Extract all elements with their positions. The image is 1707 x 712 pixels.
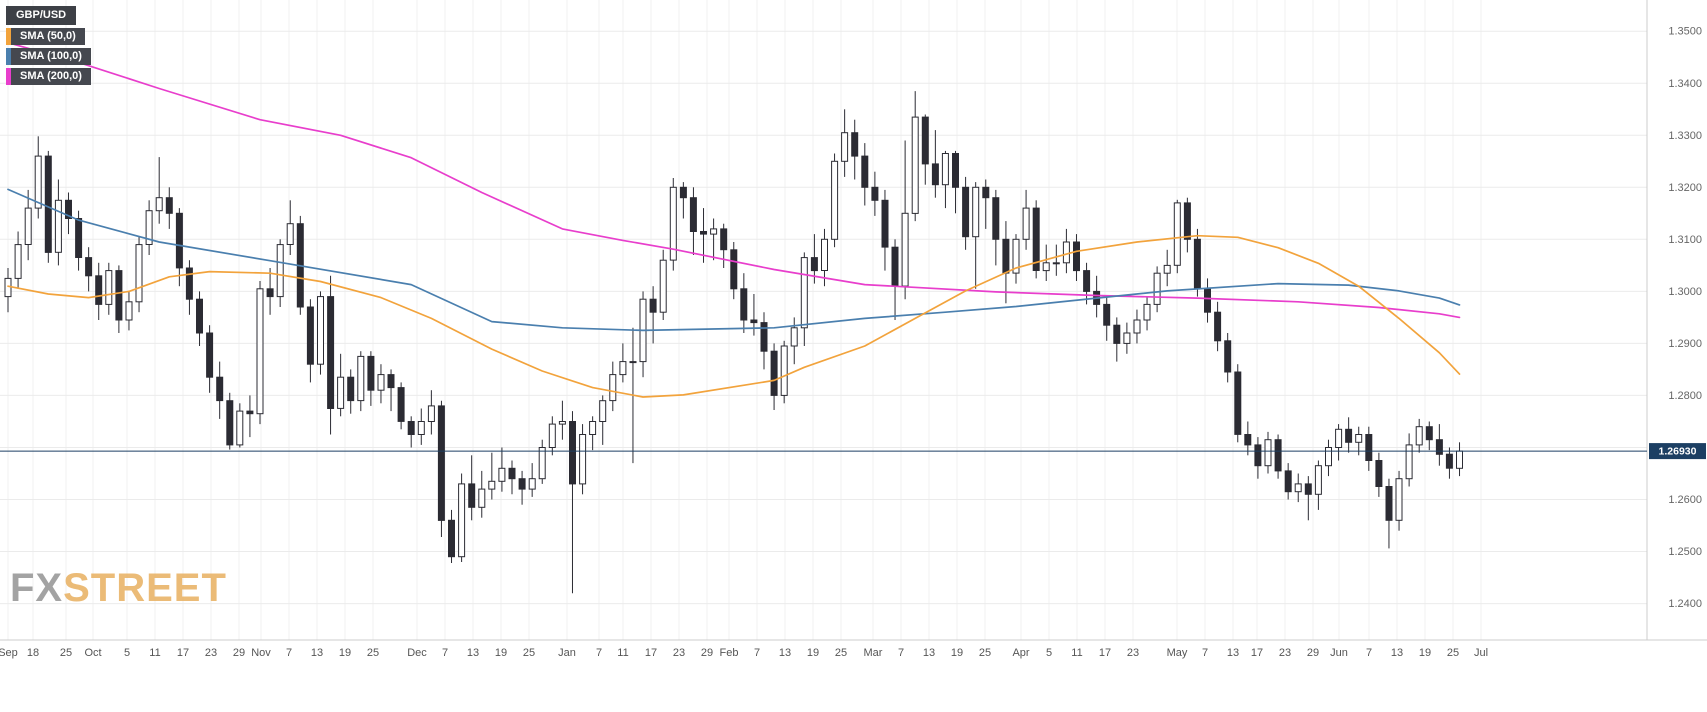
svg-text:7: 7 bbox=[286, 647, 292, 659]
svg-text:Dec: Dec bbox=[407, 647, 427, 659]
svg-text:Jul: Jul bbox=[1474, 647, 1488, 659]
svg-text:29: 29 bbox=[233, 647, 245, 659]
svg-text:1.3500: 1.3500 bbox=[1668, 26, 1702, 38]
svg-text:17: 17 bbox=[1251, 647, 1263, 659]
svg-text:25: 25 bbox=[60, 647, 72, 659]
svg-text:25: 25 bbox=[523, 647, 535, 659]
sma-100-line bbox=[7, 188, 1461, 332]
svg-text:23: 23 bbox=[205, 647, 217, 659]
svg-text:1.2600: 1.2600 bbox=[1668, 494, 1702, 506]
x-axis-labels: Sep 18 25 Oct 5 11 17 23 29 Nov 7 13 19 25 Dec 7 13 19 25 J… bbox=[0, 647, 1488, 659]
svg-text:Jan: Jan bbox=[558, 647, 576, 659]
candles-layer bbox=[4, 91, 1463, 594]
sma-200-line bbox=[7, 41, 1461, 319]
y-axis-labels: 1.3500 1.3400 1.3300 1.3200 1.3100 1.3000 1.29… bbox=[1668, 26, 1702, 610]
svg-text:7: 7 bbox=[754, 647, 760, 659]
svg-text:1.3400: 1.3400 bbox=[1668, 78, 1702, 90]
svg-text:17: 17 bbox=[1099, 647, 1111, 659]
svg-text:18: 18 bbox=[27, 647, 39, 659]
svg-text:7: 7 bbox=[1202, 647, 1208, 659]
fxstreet-watermark-fx: FX bbox=[10, 566, 64, 610]
svg-text:1.3200: 1.3200 bbox=[1668, 182, 1702, 194]
svg-text:7: 7 bbox=[898, 647, 904, 659]
grid-lines bbox=[0, 0, 1707, 641]
svg-text:Feb: Feb bbox=[720, 647, 739, 659]
svg-text:17: 17 bbox=[645, 647, 657, 659]
svg-text:19: 19 bbox=[951, 647, 963, 659]
svg-text:13: 13 bbox=[311, 647, 323, 659]
sma50-badge: SMA (50,0) bbox=[6, 28, 85, 45]
svg-text:11: 11 bbox=[617, 647, 628, 659]
sma50-label: SMA (50,0) bbox=[20, 30, 76, 42]
svg-text:23: 23 bbox=[1127, 647, 1139, 659]
svg-text:May: May bbox=[1167, 647, 1188, 659]
svg-text:25: 25 bbox=[979, 647, 991, 659]
svg-text:5: 5 bbox=[1046, 647, 1052, 659]
svg-text:1.3000: 1.3000 bbox=[1668, 286, 1702, 298]
svg-text:17: 17 bbox=[177, 647, 189, 659]
sma-50-line bbox=[7, 234, 1461, 398]
svg-text:1.2800: 1.2800 bbox=[1668, 390, 1702, 402]
svg-text:1.2500: 1.2500 bbox=[1668, 546, 1702, 558]
pair-label: GBP/USD bbox=[16, 9, 67, 21]
current-price-badge: 1.26930 bbox=[1649, 443, 1706, 460]
svg-text:11: 11 bbox=[1071, 647, 1082, 659]
pair-badge: GBP/USD bbox=[6, 6, 77, 25]
svg-text:25: 25 bbox=[1447, 647, 1459, 659]
svg-text:Sep: Sep bbox=[0, 647, 18, 659]
svg-text:13: 13 bbox=[923, 647, 935, 659]
svg-text:Nov: Nov bbox=[251, 647, 271, 659]
svg-text:13: 13 bbox=[467, 647, 479, 659]
svg-text:11: 11 bbox=[149, 647, 160, 659]
svg-text:Oct: Oct bbox=[84, 647, 101, 659]
sma200-label: SMA (200,0) bbox=[20, 70, 82, 82]
svg-text:Apr: Apr bbox=[1012, 647, 1029, 659]
svg-text:7: 7 bbox=[442, 647, 448, 659]
svg-text:23: 23 bbox=[1279, 647, 1291, 659]
svg-text:19: 19 bbox=[339, 647, 351, 659]
svg-text:1.2900: 1.2900 bbox=[1668, 338, 1702, 350]
svg-text:7: 7 bbox=[1366, 647, 1372, 659]
svg-text:29: 29 bbox=[701, 647, 713, 659]
svg-text:Jun: Jun bbox=[1330, 647, 1348, 659]
svg-text:19: 19 bbox=[807, 647, 819, 659]
svg-text:13: 13 bbox=[1227, 647, 1239, 659]
sma100-label: SMA (100,0) bbox=[20, 50, 82, 62]
svg-text:29: 29 bbox=[1307, 647, 1319, 659]
sma200-badge: SMA (200,0) bbox=[6, 68, 91, 85]
svg-text:13: 13 bbox=[1391, 647, 1403, 659]
svg-text:1.26930: 1.26930 bbox=[1659, 446, 1697, 458]
svg-text:1.3300: 1.3300 bbox=[1668, 130, 1702, 142]
svg-text:19: 19 bbox=[1419, 647, 1431, 659]
svg-text:1.3100: 1.3100 bbox=[1668, 234, 1702, 246]
svg-text:19: 19 bbox=[495, 647, 507, 659]
chart-legend: GBP/USD SMA (50,0) SMA (100,0) SMA (200,… bbox=[6, 6, 91, 85]
svg-text:Mar: Mar bbox=[864, 647, 883, 659]
svg-text:5: 5 bbox=[124, 647, 130, 659]
sma100-badge: SMA (100,0) bbox=[6, 48, 91, 65]
svg-text:13: 13 bbox=[779, 647, 791, 659]
fxstreet-watermark: FXSTREET bbox=[10, 566, 227, 611]
svg-text:7: 7 bbox=[596, 647, 602, 659]
fxstreet-watermark-street: STREET bbox=[63, 566, 227, 610]
svg-text:25: 25 bbox=[835, 647, 847, 659]
svg-text:25: 25 bbox=[367, 647, 379, 659]
svg-text:23: 23 bbox=[673, 647, 685, 659]
svg-text:1.2400: 1.2400 bbox=[1668, 598, 1702, 610]
